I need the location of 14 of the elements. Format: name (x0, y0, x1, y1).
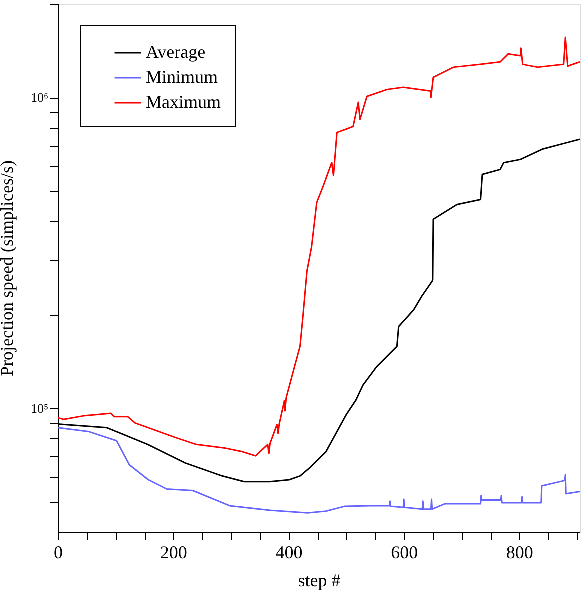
x-tick-label: 600 (391, 542, 418, 562)
legend-label: Minimum (146, 67, 218, 87)
line-series (58, 427, 580, 514)
x-tick-label: 800 (506, 542, 534, 562)
legend-label: Average (146, 42, 206, 62)
x-axis-title: step # (298, 570, 341, 590)
y-tick-label: 10⁶ (30, 90, 48, 106)
x-tick-label: 0 (54, 542, 63, 562)
y-tick-label: 10⁵ (30, 400, 48, 416)
x-tick-label: 400 (276, 542, 303, 562)
y-axis-title: Projection speed (simplices/s) (0, 160, 17, 376)
legend-label: Maximum (146, 92, 221, 112)
line-series (58, 36, 580, 457)
x-tick-label: 200 (160, 542, 188, 562)
